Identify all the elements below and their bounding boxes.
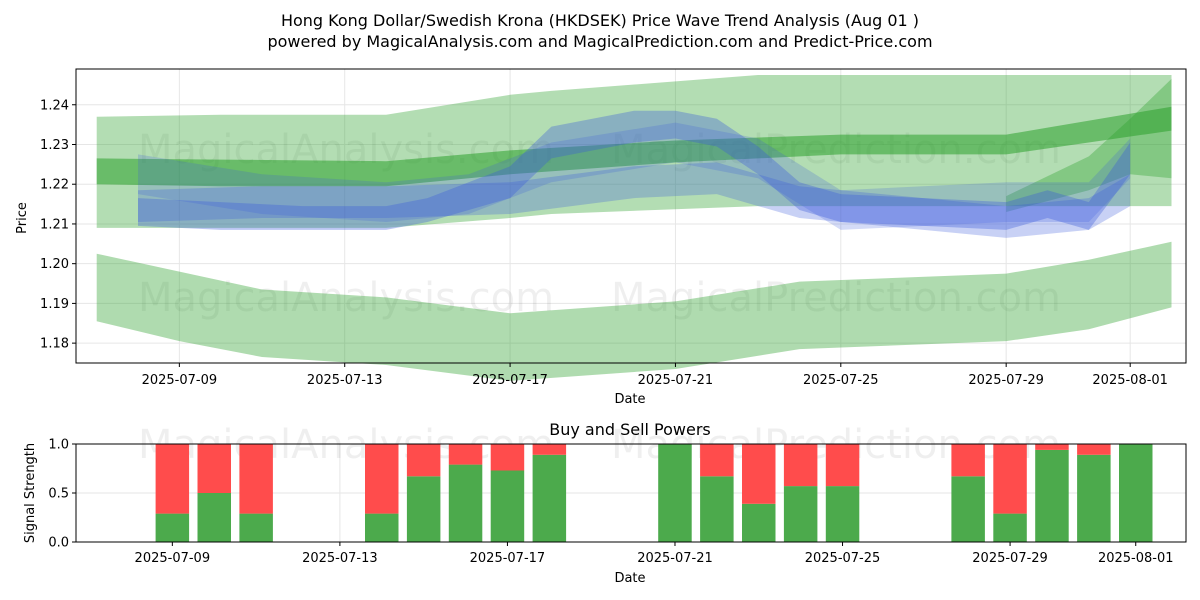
buy-bar [448, 464, 483, 542]
price-x-tick-label: 2025-07-29 [968, 373, 1044, 388]
price-y-tick-label: 1.22 [40, 178, 69, 193]
blue-band [138, 110, 1131, 230]
price-y-ticks: 1.18 1.19 1.20 1.21 1.22 1.23 1.24 [40, 98, 76, 352]
signal-x-tick-label: 2025-08-01 [1098, 551, 1174, 566]
price-x-tick-label: 2025-07-13 [307, 373, 383, 388]
sell-bar [239, 444, 273, 514]
sell-bar [742, 444, 776, 504]
signal-x-ticks: 2025-07-09 2025-07-13 2025-07-17 2025-07-21… [135, 542, 1174, 566]
signal-x-tick-label: 2025-07-13 [302, 551, 378, 566]
signal-x-tick-label: 2025-07-21 [637, 551, 713, 566]
price-y-tick-label: 1.18 [40, 337, 69, 352]
watermark-3: MagicalAnalysis.com [138, 275, 554, 321]
signal-x-tick-label: 2025-07-25 [805, 551, 881, 566]
buy-bar [197, 493, 231, 542]
blue-band [138, 122, 1131, 230]
price-x-tick-label: 2025-08-01 [1092, 373, 1168, 388]
buy-bar [239, 513, 273, 542]
price-x-tick-label: 2025-07-17 [472, 373, 548, 388]
sell-bar [951, 444, 985, 477]
buy-bar [993, 513, 1027, 542]
price-x-ticks: 2025-07-09 2025-07-13 2025-07-17 2025-07-21… [142, 363, 1168, 388]
buy-bar [742, 503, 776, 542]
buy-bar [490, 470, 525, 542]
signal-x-tick-label: 2025-07-17 [470, 551, 546, 566]
signal-bars [155, 444, 1153, 542]
sell-bar [155, 444, 190, 514]
sell-bar [783, 444, 818, 487]
signal-x-tick-label: 2025-07-29 [972, 551, 1048, 566]
buy-bar [700, 476, 734, 542]
price-x-label: Date [614, 392, 645, 407]
buy-bar [155, 513, 190, 542]
signal-y-tick-label: 1.0 [48, 438, 69, 453]
buy-bar [1035, 449, 1069, 542]
sell-bar [490, 444, 525, 471]
signal-plot: Buy and Sell Powers MagicalAnalysis.com … [23, 420, 1187, 586]
price-y-tick-label: 1.20 [40, 257, 69, 272]
buy-bar [658, 444, 692, 542]
green-band [96, 241, 1172, 381]
price-x-tick-label: 2025-07-25 [803, 373, 879, 388]
signal-y-ticks: 0.0 0.5 1.0 [48, 438, 76, 551]
price-y-tick-label: 1.21 [40, 217, 69, 232]
buy-bar [532, 454, 567, 542]
blue-band [138, 162, 1131, 238]
sell-bar [1077, 444, 1111, 455]
sell-bar [448, 444, 483, 465]
sell-bar [700, 444, 734, 477]
green-band [96, 106, 1172, 187]
sell-bar [825, 444, 860, 487]
price-grid [76, 69, 1186, 363]
chart-title: Hong Kong Dollar/Swedish Krona (HKDSEK) … [281, 11, 919, 30]
sell-bar [197, 444, 231, 493]
price-x-tick-label: 2025-07-21 [638, 373, 714, 388]
sell-bar [1035, 444, 1069, 450]
buy-bar [406, 476, 441, 542]
price-plot: MagicalAnalysis.com MagicalPrediction.co… [15, 68, 1187, 407]
price-y-tick-label: 1.23 [40, 138, 69, 153]
price-y-label: Price [15, 202, 30, 234]
buy-bar [783, 486, 818, 542]
signal-x-label: Date [614, 571, 645, 586]
watermark-4: MagicalPrediction.com [611, 275, 1061, 321]
chart-subtitle: powered by MagicalAnalysis.com and Magic… [267, 32, 932, 51]
buy-bar [951, 476, 985, 542]
signal-y-tick-label: 0.5 [48, 487, 69, 502]
price-y-tick-label: 1.19 [40, 297, 69, 312]
signal-y-label: Signal Strength [23, 443, 38, 543]
signal-x-tick-label: 2025-07-09 [135, 551, 211, 566]
signal-y-tick-label: 0.0 [48, 536, 69, 551]
price-bands [96, 75, 1172, 381]
signal-title: Buy and Sell Powers [549, 420, 711, 439]
price-y-tick-label: 1.24 [40, 98, 69, 113]
buy-bar [1119, 444, 1153, 542]
price-plot-frame [75, 68, 1187, 364]
sell-bar [406, 444, 441, 477]
buy-bar [365, 513, 399, 542]
buy-bar [825, 486, 860, 542]
sell-bar [365, 444, 399, 514]
green-band [1006, 78, 1172, 213]
sell-bar [532, 444, 567, 455]
price-x-tick-label: 2025-07-09 [142, 373, 218, 388]
sell-bar [993, 444, 1027, 514]
buy-bar [1077, 454, 1111, 542]
